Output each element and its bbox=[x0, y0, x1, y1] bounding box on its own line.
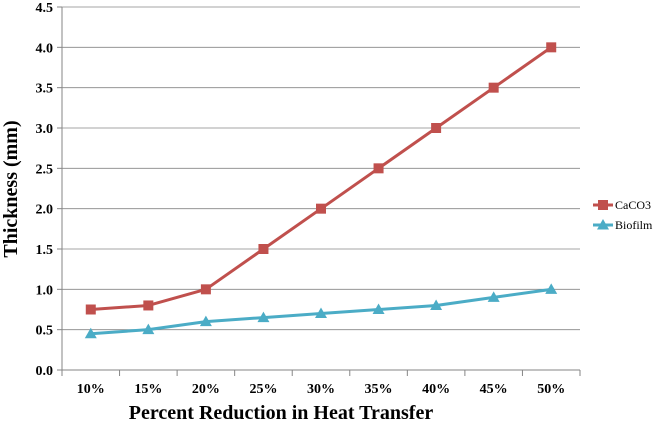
x-tick-label: 45% bbox=[480, 382, 508, 397]
x-tick-label: 50% bbox=[537, 382, 565, 397]
y-tick-labels: 0.0 0.5 1.0 1.5 2.0 2.5 3.0 3.5 4.0 4.5 bbox=[36, 1, 62, 379]
x-tick-label: 20% bbox=[192, 382, 220, 397]
data-point bbox=[315, 307, 327, 319]
data-point bbox=[430, 299, 443, 310]
series bbox=[84, 42, 558, 339]
data-point bbox=[200, 284, 211, 295]
y-tick-label: 1.0 bbox=[36, 283, 54, 298]
legend-item-caco3: CaCO3 bbox=[593, 198, 651, 212]
y-axis-title: Thickness (mm) bbox=[0, 120, 22, 257]
axes bbox=[61, 7, 580, 371]
legend-marker bbox=[597, 219, 609, 230]
y-tick-label: 0.5 bbox=[36, 324, 54, 339]
data-point bbox=[257, 311, 270, 323]
y-tick-label: 0.0 bbox=[36, 364, 54, 379]
data-point bbox=[488, 82, 499, 93]
y-tick-label: 2.0 bbox=[36, 203, 54, 218]
x-tick-labels: 10% 15% 20% 25% 30% 35% 40% 45% 50% bbox=[61, 370, 581, 397]
data-point bbox=[199, 315, 212, 327]
x-tick-label: 10% bbox=[77, 382, 105, 397]
series-line-caco3 bbox=[90, 46, 553, 311]
y-tick-label: 4.5 bbox=[36, 1, 54, 16]
y-tick-label: 2.5 bbox=[36, 162, 54, 177]
data-point bbox=[545, 283, 558, 294]
data-point bbox=[373, 163, 384, 174]
y-tick-label: 3.5 bbox=[36, 82, 54, 97]
series-biofilm bbox=[84, 283, 558, 339]
legend-item-biofilm: Biofilm bbox=[593, 218, 653, 232]
x-tick-label: 25% bbox=[249, 382, 277, 397]
series-caco3 bbox=[85, 42, 557, 315]
gridlines bbox=[62, 6, 580, 331]
data-point bbox=[372, 303, 385, 314]
data-point bbox=[143, 300, 154, 311]
data-point bbox=[258, 244, 269, 254]
legend-marker bbox=[598, 200, 608, 210]
data-point bbox=[487, 291, 500, 302]
legend-label: CaCO3 bbox=[615, 198, 651, 212]
data-point bbox=[142, 323, 155, 335]
y-tick-label: 1.5 bbox=[36, 243, 54, 258]
legend: CaCO3 Biofilm bbox=[593, 198, 653, 232]
x-tick-label: 35% bbox=[365, 382, 393, 397]
y-tick-label: 4.0 bbox=[36, 41, 54, 56]
data-point bbox=[85, 304, 96, 315]
x-tick-label: 30% bbox=[307, 382, 335, 397]
data-point bbox=[431, 123, 442, 133]
y-tick-label: 3.0 bbox=[36, 122, 54, 137]
legend-label: Biofilm bbox=[615, 218, 653, 232]
x-tick-label: 15% bbox=[134, 382, 162, 397]
x-axis-title: Percent Reduction in Heat Transfer bbox=[129, 402, 434, 424]
data-point bbox=[84, 327, 97, 339]
data-point bbox=[546, 42, 557, 53]
x-tick-label: 40% bbox=[422, 382, 450, 397]
data-point bbox=[316, 203, 326, 214]
